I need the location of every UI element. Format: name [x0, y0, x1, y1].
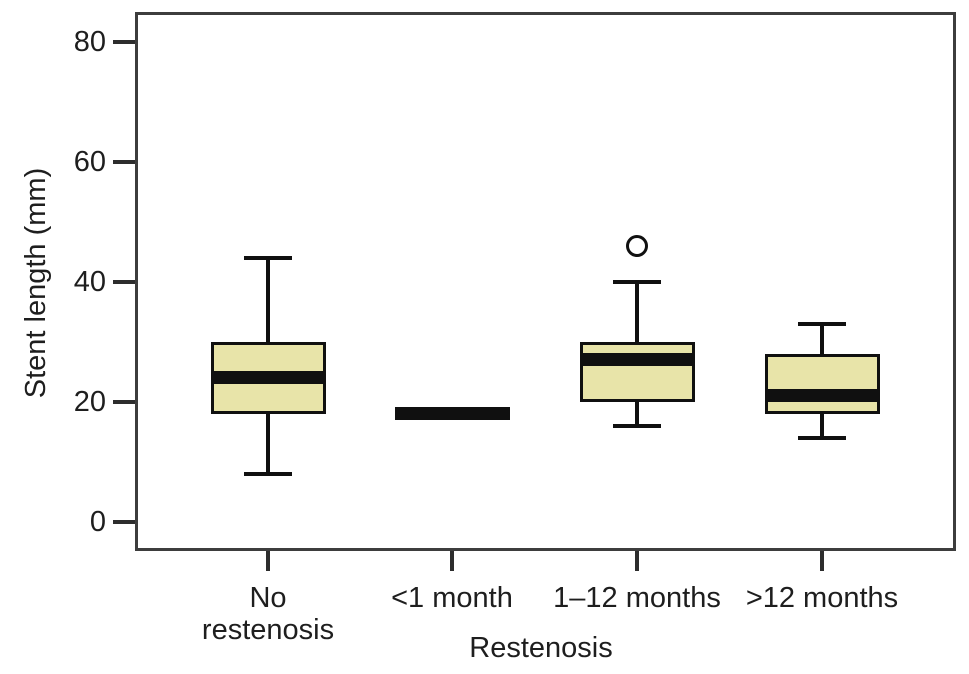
- x-tick-mark: [266, 551, 270, 571]
- y-tick-label: 40: [73, 266, 106, 298]
- iqr-box: [764, 354, 880, 414]
- y-tick-label: 20: [73, 386, 106, 418]
- y-tick-mark: [113, 400, 135, 404]
- y-tick-mark: [113, 40, 135, 44]
- median-line: [210, 371, 326, 384]
- y-tick-label: 60: [73, 146, 106, 178]
- outlier-point: [626, 235, 648, 257]
- median-line: [394, 407, 510, 420]
- x-tick-label: 1–12 months: [553, 582, 721, 614]
- whisker-cap-top: [244, 256, 292, 260]
- x-tick-label: <1 month: [391, 582, 513, 614]
- whisker-lower-stem: [635, 402, 639, 426]
- whisker-upper-stem: [820, 324, 824, 354]
- whisker-cap-top: [798, 322, 846, 326]
- median-line: [579, 353, 695, 366]
- x-tick-label: No restenosis: [201, 582, 335, 646]
- x-tick-mark: [635, 551, 639, 571]
- x-axis-title: Restenosis: [469, 632, 613, 664]
- whisker-lower-stem: [820, 414, 824, 438]
- x-tick-label: >12 months: [745, 582, 899, 614]
- x-tick-mark: [450, 551, 454, 571]
- whisker-cap-bottom: [798, 436, 846, 440]
- whisker-upper-stem: [266, 258, 270, 342]
- whisker-cap-top: [613, 280, 661, 284]
- whisker-cap-bottom: [244, 472, 292, 476]
- x-tick-mark: [820, 551, 824, 571]
- iqr-box: [579, 342, 695, 402]
- plot-area: [135, 12, 956, 551]
- y-tick-mark: [113, 280, 135, 284]
- y-tick-mark: [113, 520, 135, 524]
- y-tick-label: 80: [73, 26, 106, 58]
- whisker-lower-stem: [266, 414, 270, 474]
- whisker-cap-bottom: [613, 424, 661, 428]
- whisker-upper-stem: [635, 282, 639, 342]
- y-tick-label: 0: [89, 506, 106, 538]
- y-tick-mark: [113, 160, 135, 164]
- median-line: [764, 389, 880, 402]
